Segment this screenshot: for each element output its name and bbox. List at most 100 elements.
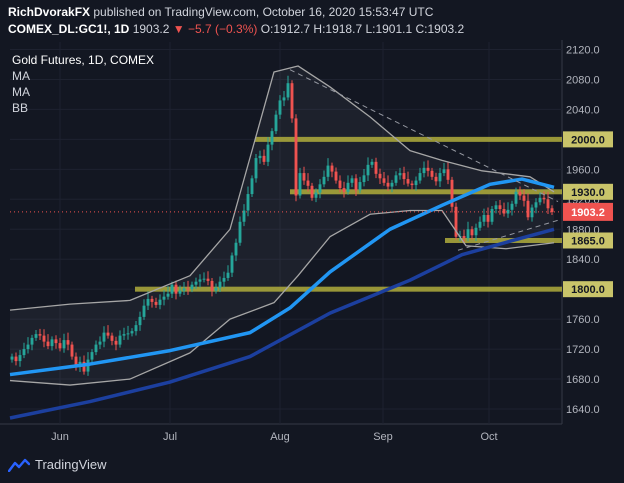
candle-body: [498, 205, 502, 210]
y-tick-label: 1960.0: [566, 164, 600, 176]
candle-body: [186, 288, 190, 290]
candle-body: [210, 280, 214, 291]
candle-body: [346, 182, 350, 192]
legend-ma-fast[interactable]: MA: [12, 69, 30, 83]
x-tick-label: Jun: [51, 431, 69, 443]
quote-line: COMEX_DL:GC1!, 1D 1903.2 ▼ −5.7 (−0.3%) …: [8, 22, 464, 36]
candle-body: [406, 179, 410, 184]
candle-body: [90, 352, 94, 360]
candle-body: [518, 191, 522, 196]
y-tick-label: 1760.0: [566, 314, 600, 326]
candle-body: [214, 287, 218, 291]
candle-body: [470, 229, 474, 236]
symbol-label: COMEX_DL:GC1!, 1D: [8, 22, 130, 36]
candle-body: [162, 296, 166, 300]
level-label-1865.0: 1865.0: [571, 235, 605, 247]
candle-body: [530, 207, 534, 218]
y-tick-label: 2120.0: [566, 44, 600, 56]
candle-body: [98, 341, 102, 345]
current-price-label-box: [563, 202, 613, 221]
level-label-2000.0: 2000.0: [571, 134, 605, 146]
candle-body: [146, 298, 150, 306]
candle-body: [506, 209, 510, 214]
candle-body: [170, 284, 174, 294]
y-tick-label: 2040.0: [566, 104, 600, 116]
candle-body: [510, 203, 514, 210]
candle-body: [494, 205, 498, 210]
candle-body: [198, 279, 202, 282]
candle-body: [258, 155, 262, 159]
level-label-box: [563, 281, 613, 298]
candle-body: [154, 301, 158, 305]
candle-body: [118, 335, 122, 345]
candle-body: [314, 192, 318, 198]
candle-body: [254, 158, 258, 179]
candle-body: [446, 169, 450, 180]
candle-body: [46, 341, 50, 347]
candle-body: [342, 188, 346, 192]
change-arrow-icon: ▼: [172, 22, 185, 36]
y-tick-label: 1720.0: [566, 344, 600, 356]
candle-body: [106, 332, 110, 336]
candle-body: [150, 298, 154, 302]
candle-body: [94, 344, 98, 353]
candle-body: [354, 178, 358, 191]
price-chart[interactable]: 1640.01680.01720.01760.01800.01840.01880…: [0, 40, 624, 449]
moving-average-slow: [9, 227, 555, 420]
publish-line: RichDvorakFX published on TradingView.co…: [8, 5, 433, 19]
candle-body: [290, 83, 294, 119]
candle-body: [338, 180, 342, 189]
candle-body: [234, 242, 238, 256]
candle-body: [266, 144, 270, 162]
x-tick-label: Oct: [480, 431, 497, 443]
x-tick-label: Aug: [270, 431, 290, 443]
candle-body: [202, 278, 206, 280]
candle-body: [430, 170, 434, 177]
candle-body: [382, 178, 386, 183]
bollinger-lower: [9, 209, 555, 386]
candle-body: [398, 173, 402, 176]
candle-body: [486, 215, 490, 222]
candle-body: [462, 235, 466, 239]
candle-body: [450, 179, 454, 207]
candle-body: [402, 173, 406, 180]
candle-body: [390, 182, 394, 187]
legend-bollinger[interactable]: BB: [12, 101, 29, 115]
candle-body: [250, 178, 254, 195]
tradingview-logo-icon: [8, 458, 30, 472]
candle-body: [438, 173, 442, 182]
level-label-1800.0: 1800.0: [571, 284, 605, 296]
level-label-box: [563, 131, 613, 148]
level-label-box: [563, 232, 613, 249]
price-change: −5.7 (−0.3%): [187, 22, 258, 36]
candle-body: [542, 197, 546, 200]
candle-body: [278, 100, 282, 115]
candle-body: [218, 281, 222, 288]
candle-body: [294, 118, 298, 196]
candle-body: [318, 184, 322, 193]
candle-body: [58, 343, 62, 349]
candle-body: [526, 200, 530, 218]
candle-body: [474, 227, 478, 236]
candle-body: [502, 209, 506, 214]
publisher-name[interactable]: RichDvorakFX: [8, 5, 91, 19]
legend-ma-slow[interactable]: MA: [12, 85, 30, 99]
level-zone-1930.0: [290, 189, 562, 195]
candle-body: [166, 293, 170, 297]
candle-body: [122, 334, 126, 336]
candle-body: [102, 332, 106, 342]
tradingview-logo-text: TradingView: [35, 457, 107, 472]
candle-body: [230, 255, 234, 273]
candle-body: [434, 176, 438, 182]
moving-average-fast: [9, 177, 555, 377]
trendline: [289, 69, 559, 202]
chart-background: [0, 40, 624, 449]
level-zone-2000.0: [255, 136, 562, 142]
bollinger-upper: [9, 65, 555, 311]
x-tick-label: Jul: [163, 431, 177, 443]
chart-header: RichDvorakFX published on TradingView.co…: [0, 0, 624, 40]
tradingview-logo[interactable]: TradingView: [8, 457, 107, 472]
candle-body: [62, 340, 66, 349]
candle-body: [334, 171, 338, 181]
candle-body: [490, 209, 494, 222]
